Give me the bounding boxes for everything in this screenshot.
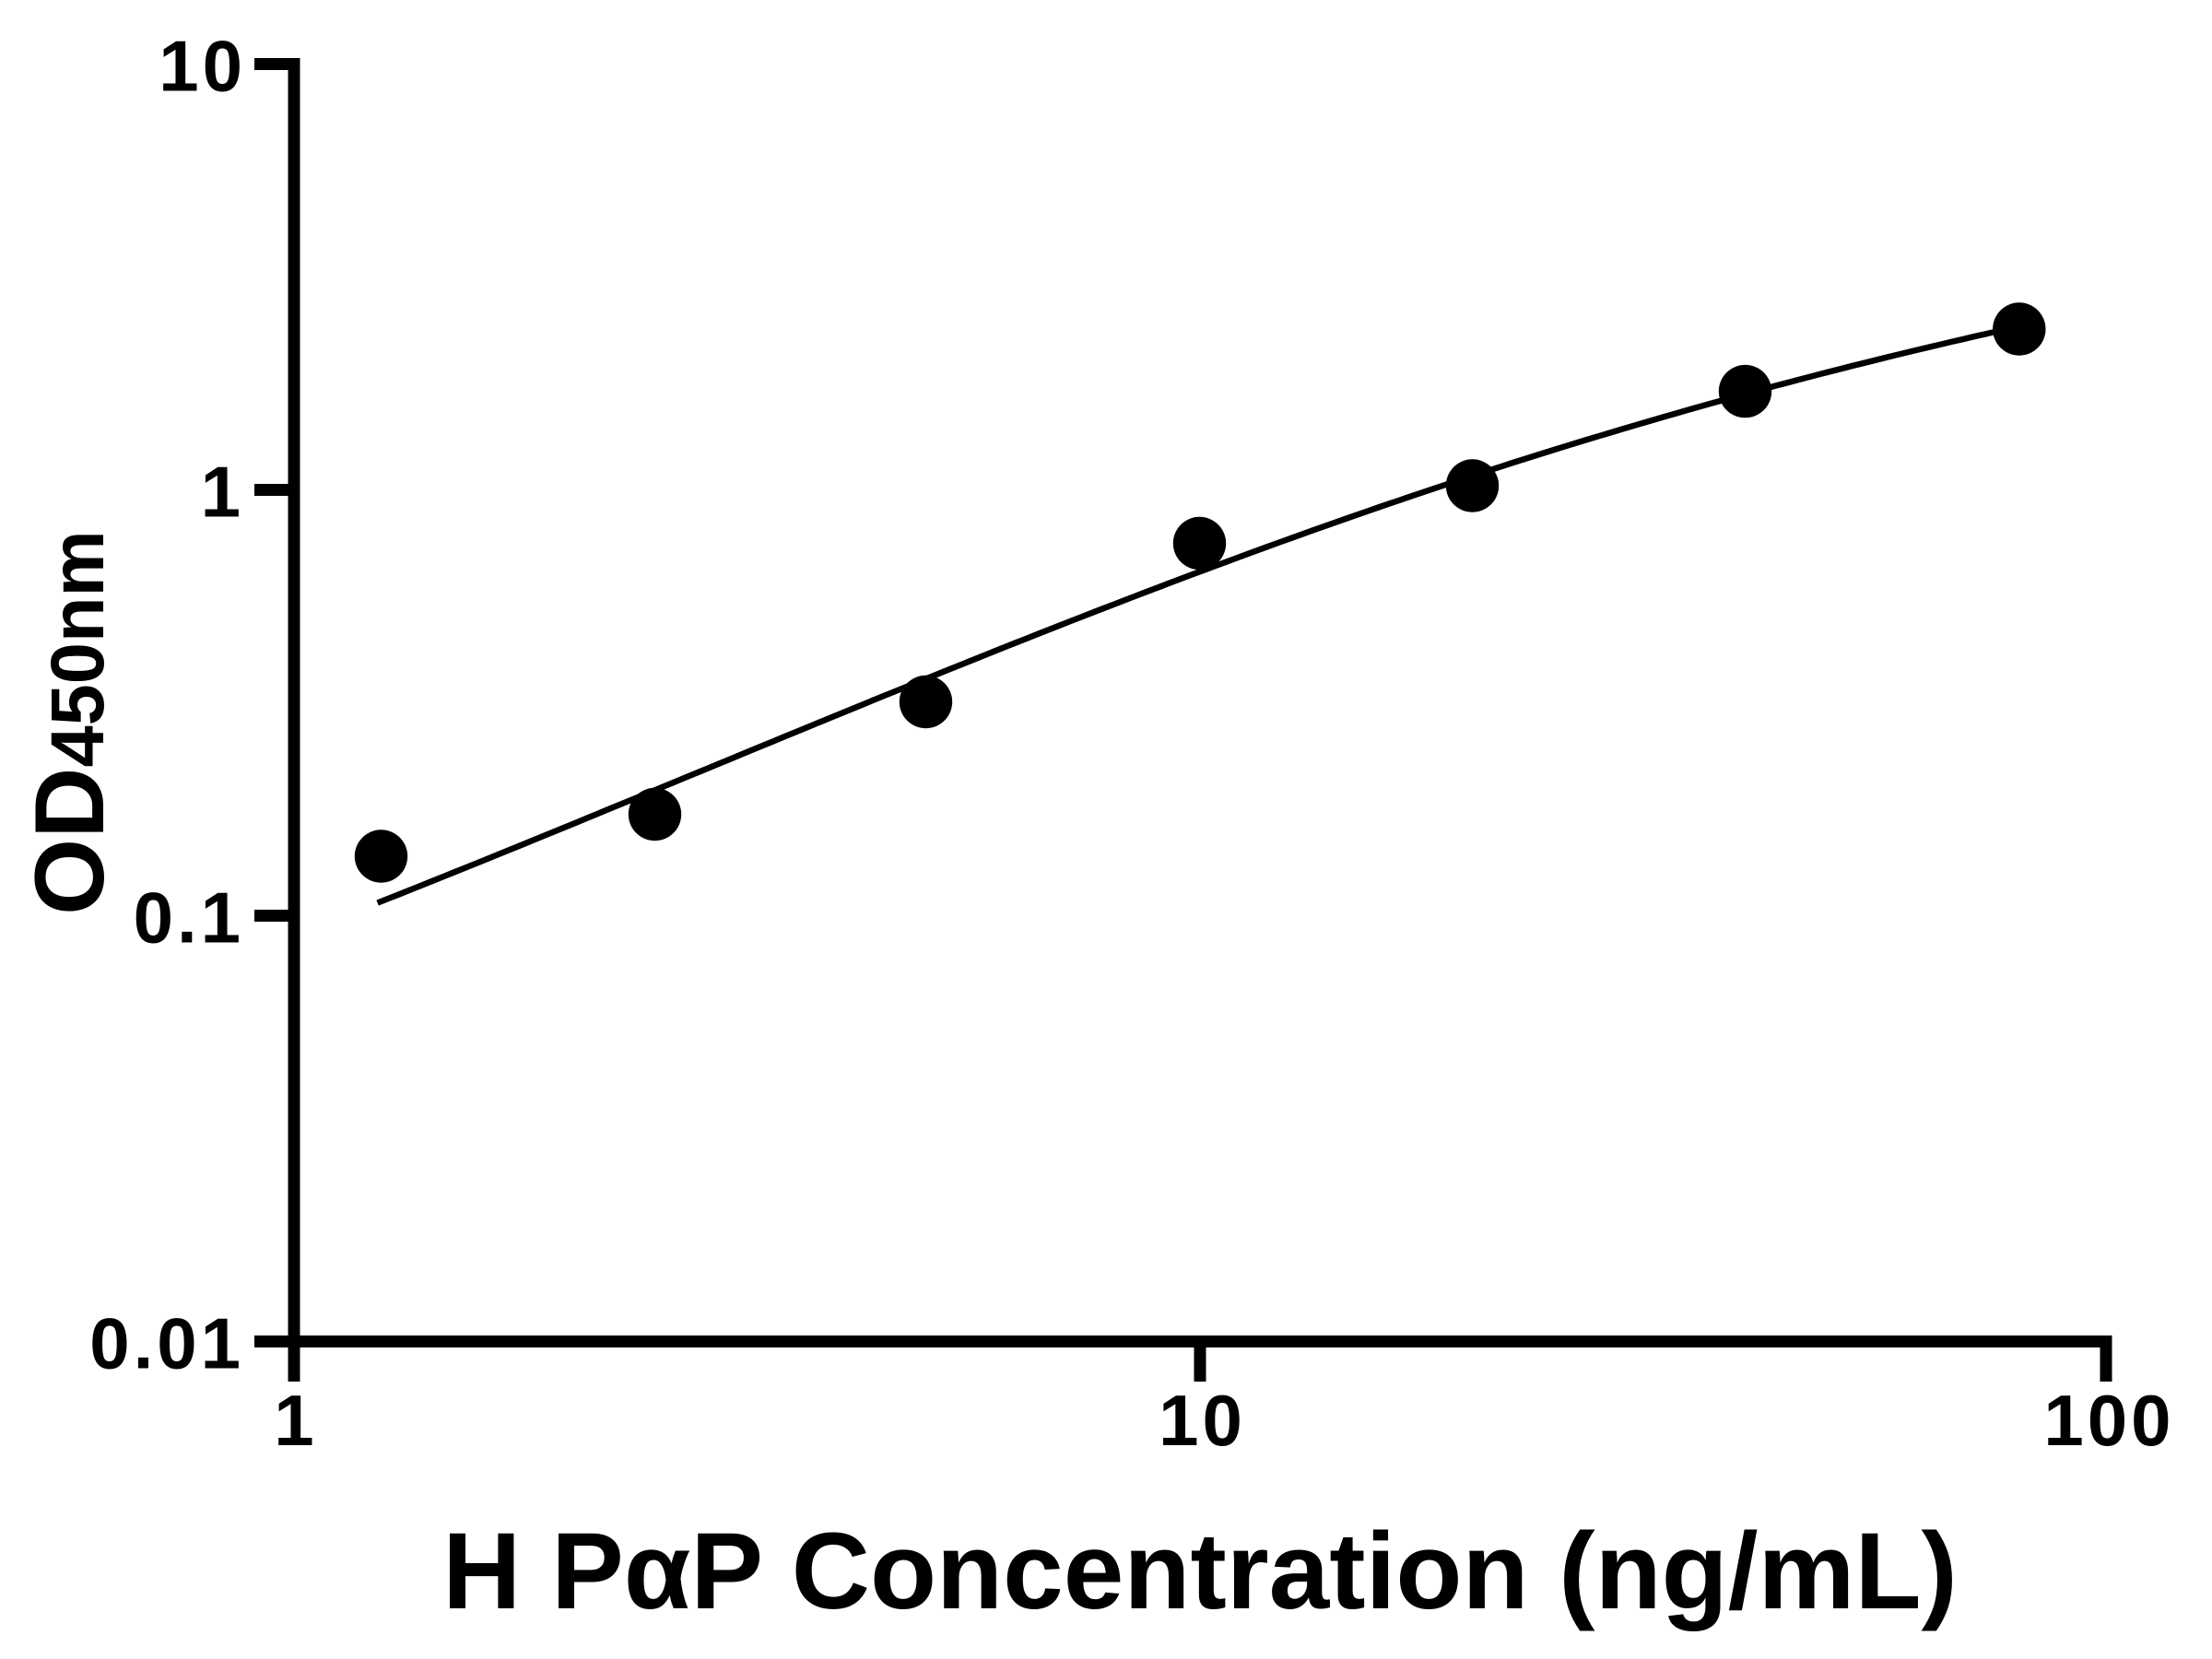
svg-text:H PαP Concentration (ng/mL): H PαP Concentration (ng/mL)	[442, 1511, 1958, 1632]
svg-text:100: 100	[2043, 1380, 2174, 1461]
svg-text:1: 1	[201, 452, 241, 533]
svg-text:0.1: 0.1	[134, 877, 244, 959]
svg-text:OD450nm: OD450nm	[14, 530, 124, 915]
svg-text:10: 10	[1159, 1380, 1246, 1461]
svg-text:0.01: 0.01	[89, 1303, 244, 1384]
svg-text:10: 10	[159, 26, 246, 107]
svg-text:1: 1	[274, 1380, 313, 1461]
